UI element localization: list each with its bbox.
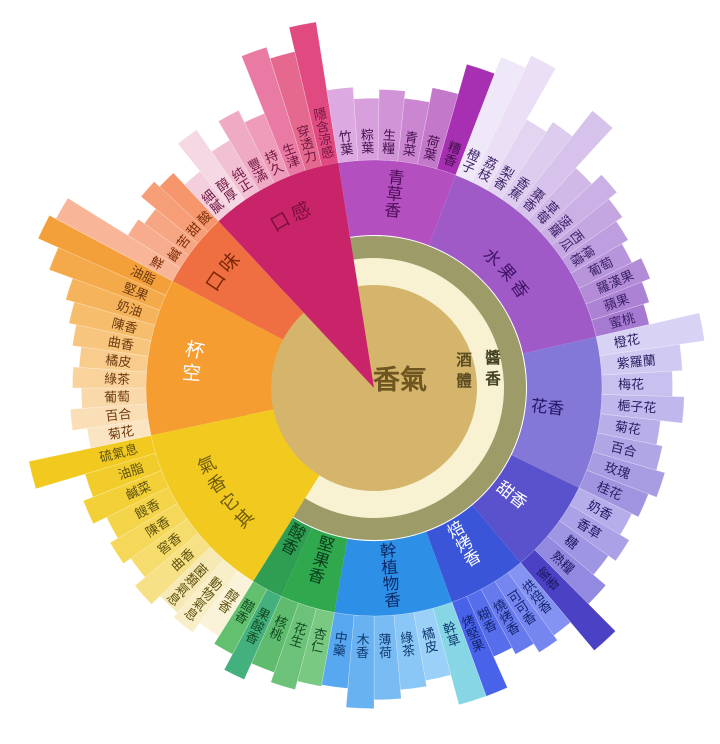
petal-label: 橙花 [613,331,641,351]
family-sector[interactable] [472,455,579,563]
petal-label: 百合 [105,406,132,424]
petal-label: 鮮 [147,253,166,272]
petal-label: 醋香 [232,596,257,627]
family-sector[interactable] [281,527,348,613]
petal-label: 橘皮 [105,352,132,370]
family-sector[interactable] [338,159,456,246]
petal-label: 果酸香 [243,605,273,648]
petal-label: 菊花 [107,423,135,442]
petal-label: 葡萄 [104,389,131,405]
family-label: 焙烤香 [444,517,484,570]
petal-label: 綠茶 [104,371,131,387]
petal-label: 荷葉 [422,133,441,163]
petal-label: 糟香 [442,139,463,170]
family-label: 青草香 [383,168,405,221]
petal-label: 梅花 [618,377,644,392]
petal-label: 梔子花 [617,398,657,416]
petal-label: 綠茶 [399,629,416,658]
petal-label: 隱含涼感 [312,106,335,161]
family-label: 杯 [183,338,206,363]
family-label: 堅果香 [306,533,337,588]
petal-label: 持久 [263,147,286,178]
petal-label: 竹葉 [338,128,354,157]
family-sector[interactable] [511,336,603,488]
petal-label: 糊香 [475,605,499,636]
family-label: 花香 [530,396,565,419]
petal-label: 生津 [280,140,302,171]
petal-label: 幹草 [441,619,462,650]
family-label: 幹植物香 [379,540,402,611]
petal-label: 荔枝 [475,154,499,185]
family-sector[interactable] [218,162,375,388]
petal-label: 蜜桃 [608,310,637,331]
petal-label: 花生 [288,620,309,651]
center-label: 香氣 [373,365,427,395]
petal-label: 穿透力 [295,122,318,165]
petal-label: 菊花 [614,418,642,437]
petal-label: 生糧 [382,128,397,157]
family-sector[interactable] [334,531,452,616]
ring-label-jiuti: 酒體 [456,351,472,390]
family-label: 空 [181,362,202,385]
petal-label: 豐滿 [245,155,270,186]
petal-label: 橙子 [459,146,482,177]
petal-label: 曲香 [107,334,135,353]
petal-label: 燒烤香 [491,596,523,638]
family-sector[interactable] [428,175,597,354]
petal-label: 中藥 [332,629,349,658]
petal-label: 陳香 [110,315,139,336]
petal-label: 薄荷 [378,632,392,661]
petal-label: 核桃 [267,613,289,644]
ring-label-jiangxiang: 醬香 [485,348,501,388]
petal-label: 紫羅蘭 [616,352,656,371]
family-sector[interactable] [426,505,521,603]
petal-label: 木香 [356,632,370,661]
family-sector[interactable] [253,517,312,597]
petal-label: 粽葉 [361,127,375,155]
petal-label: 橘皮 [421,625,440,655]
petal-label: 百合 [609,439,638,460]
petal-label: 烤堅果 [460,612,487,655]
petal-label: 杏仁 [310,625,329,655]
petal-label: 青菜 [402,129,419,159]
